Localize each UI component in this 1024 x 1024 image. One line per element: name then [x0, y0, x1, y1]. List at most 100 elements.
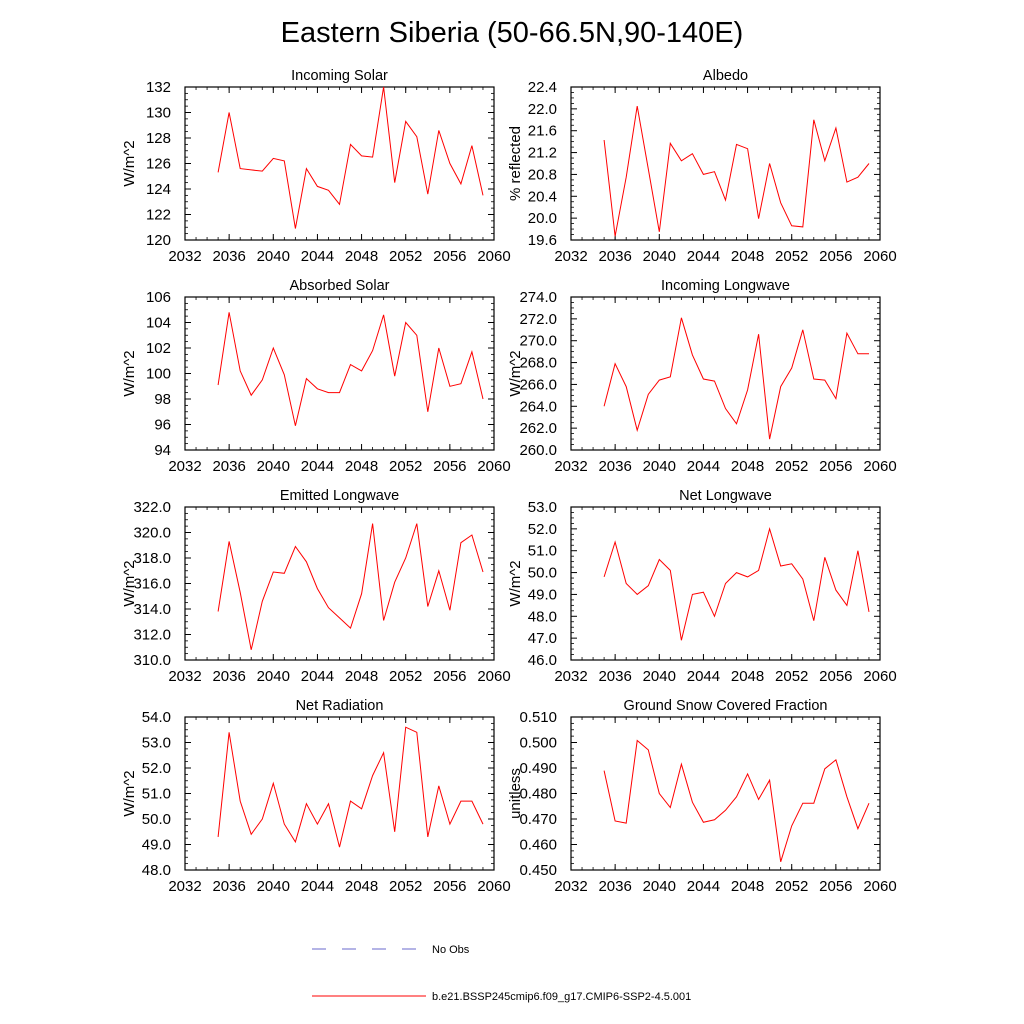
series-line: [603, 106, 870, 237]
x-tick-label: 2052: [389, 668, 422, 685]
panel-title: Absorbed Solar: [290, 278, 390, 294]
x-tick-label: 2040: [257, 878, 290, 895]
y-tick-label: 20.8: [528, 166, 557, 183]
series-line: [217, 312, 484, 426]
chart-panel: Net Radiation W/m^2 2032 2036 2040 2044 2048 20…: [121, 698, 511, 895]
y-tick-label: 49.0: [528, 586, 557, 603]
x-tick-label: 2048: [731, 878, 764, 895]
y-axis-label: W/m^2: [121, 140, 138, 186]
series-line: [217, 523, 484, 650]
y-axis-label: W/m^2: [507, 560, 524, 606]
x-tick-label: 2032: [554, 248, 587, 265]
legend-obs-label: No Obs: [432, 944, 470, 956]
x-tick-label: 2048: [731, 458, 764, 475]
x-tick-label: 2032: [168, 668, 201, 685]
y-tick-label: 54.0: [142, 709, 171, 726]
x-tick-label: 2036: [598, 248, 631, 265]
y-tick-label: 266.0: [519, 376, 557, 393]
series-line: [217, 726, 484, 848]
chart-panel: Absorbed Solar W/m^2 2032 2036 2040 2044 2048 2…: [121, 278, 511, 475]
series-line: [217, 86, 484, 229]
x-tick-label: 2032: [168, 878, 201, 895]
y-tick-label: 316.0: [133, 576, 171, 593]
x-tick-label: 2060: [477, 458, 510, 475]
x-tick-label: 2040: [257, 248, 290, 265]
y-tick-label: 98: [154, 391, 171, 408]
y-tick-label: 320.0: [133, 525, 171, 542]
chart-panel: Incoming Solar W/m^2 2032 2036 2040 2044 2048 2…: [121, 68, 511, 265]
x-tick-label: 2048: [345, 248, 378, 265]
y-tick-label: 0.450: [519, 862, 557, 879]
y-tick-label: 19.6: [528, 232, 557, 249]
y-tick-label: 270.0: [519, 333, 557, 350]
x-tick-label: 2056: [819, 878, 852, 895]
y-tick-label: 262.0: [519, 420, 557, 437]
y-tick-label: 318.0: [133, 550, 171, 567]
series-line: [603, 317, 869, 440]
y-tick-label: 0.490: [519, 760, 557, 777]
x-tick-label: 2032: [168, 458, 201, 475]
x-tick-label: 2036: [598, 458, 631, 475]
y-axis-label: unitless: [507, 768, 524, 819]
y-tick-label: 22.0: [528, 101, 557, 118]
y-tick-label: 0.480: [519, 786, 557, 803]
y-tick-label: 0.460: [519, 837, 557, 854]
x-tick-label: 2036: [212, 668, 245, 685]
x-tick-label: 2036: [212, 248, 245, 265]
y-tick-label: 312.0: [133, 627, 171, 644]
x-tick-label: 2044: [687, 458, 720, 475]
y-tick-label: 52.0: [142, 760, 171, 777]
x-tick-label: 2032: [168, 248, 201, 265]
x-tick-label: 2032: [554, 878, 587, 895]
x-tick-label: 2048: [731, 248, 764, 265]
y-tick-label: 322.0: [133, 499, 171, 516]
x-tick-label: 2032: [554, 668, 587, 685]
y-tick-label: 96: [154, 417, 171, 434]
y-tick-label: 102: [146, 340, 171, 357]
y-tick-label: 47.0: [528, 630, 557, 647]
x-tick-label: 2052: [775, 248, 808, 265]
y-tick-label: 314.0: [133, 601, 171, 618]
x-tick-label: 2040: [643, 668, 676, 685]
panel-title: Incoming Solar: [291, 68, 388, 84]
x-tick-label: 2044: [301, 458, 334, 475]
panel-title: Incoming Longwave: [661, 278, 790, 294]
y-tick-label: 49.0: [142, 837, 171, 854]
panel-title: Net Longwave: [679, 488, 772, 504]
x-tick-label: 2036: [598, 878, 631, 895]
y-tick-label: 20.0: [528, 210, 557, 227]
x-tick-label: 2048: [345, 668, 378, 685]
x-tick-label: 2056: [819, 668, 852, 685]
x-tick-label: 2052: [389, 248, 422, 265]
x-tick-label: 2044: [687, 248, 720, 265]
x-tick-label: 2060: [863, 458, 896, 475]
y-tick-label: 50.0: [528, 565, 557, 582]
x-tick-label: 2060: [863, 248, 896, 265]
y-tick-label: 268.0: [519, 355, 557, 372]
y-tick-label: 106: [146, 289, 171, 306]
plot-frame: [184, 296, 495, 451]
y-tick-label: 52.0: [528, 521, 557, 538]
x-tick-label: 2052: [389, 458, 422, 475]
panel-title: Albedo: [703, 68, 748, 84]
x-tick-label: 2056: [819, 248, 852, 265]
x-tick-label: 2040: [643, 248, 676, 265]
x-tick-label: 2044: [687, 878, 720, 895]
plot-frame: [184, 506, 495, 661]
y-tick-label: 51.0: [528, 543, 557, 560]
x-tick-label: 2032: [554, 458, 587, 475]
y-tick-label: 21.2: [528, 145, 557, 162]
x-tick-label: 2056: [433, 248, 466, 265]
x-tick-label: 2056: [433, 458, 466, 475]
x-tick-label: 2048: [731, 668, 764, 685]
y-axis-label: W/m^2: [507, 350, 524, 396]
x-tick-label: 2040: [643, 458, 676, 475]
x-tick-label: 2060: [863, 878, 896, 895]
y-tick-label: 0.510: [519, 709, 557, 726]
y-tick-label: 272.0: [519, 311, 557, 328]
x-tick-label: 2048: [345, 458, 378, 475]
x-tick-label: 2036: [212, 458, 245, 475]
y-tick-label: 22.4: [528, 79, 557, 96]
x-tick-label: 2052: [775, 458, 808, 475]
x-tick-label: 2056: [819, 458, 852, 475]
